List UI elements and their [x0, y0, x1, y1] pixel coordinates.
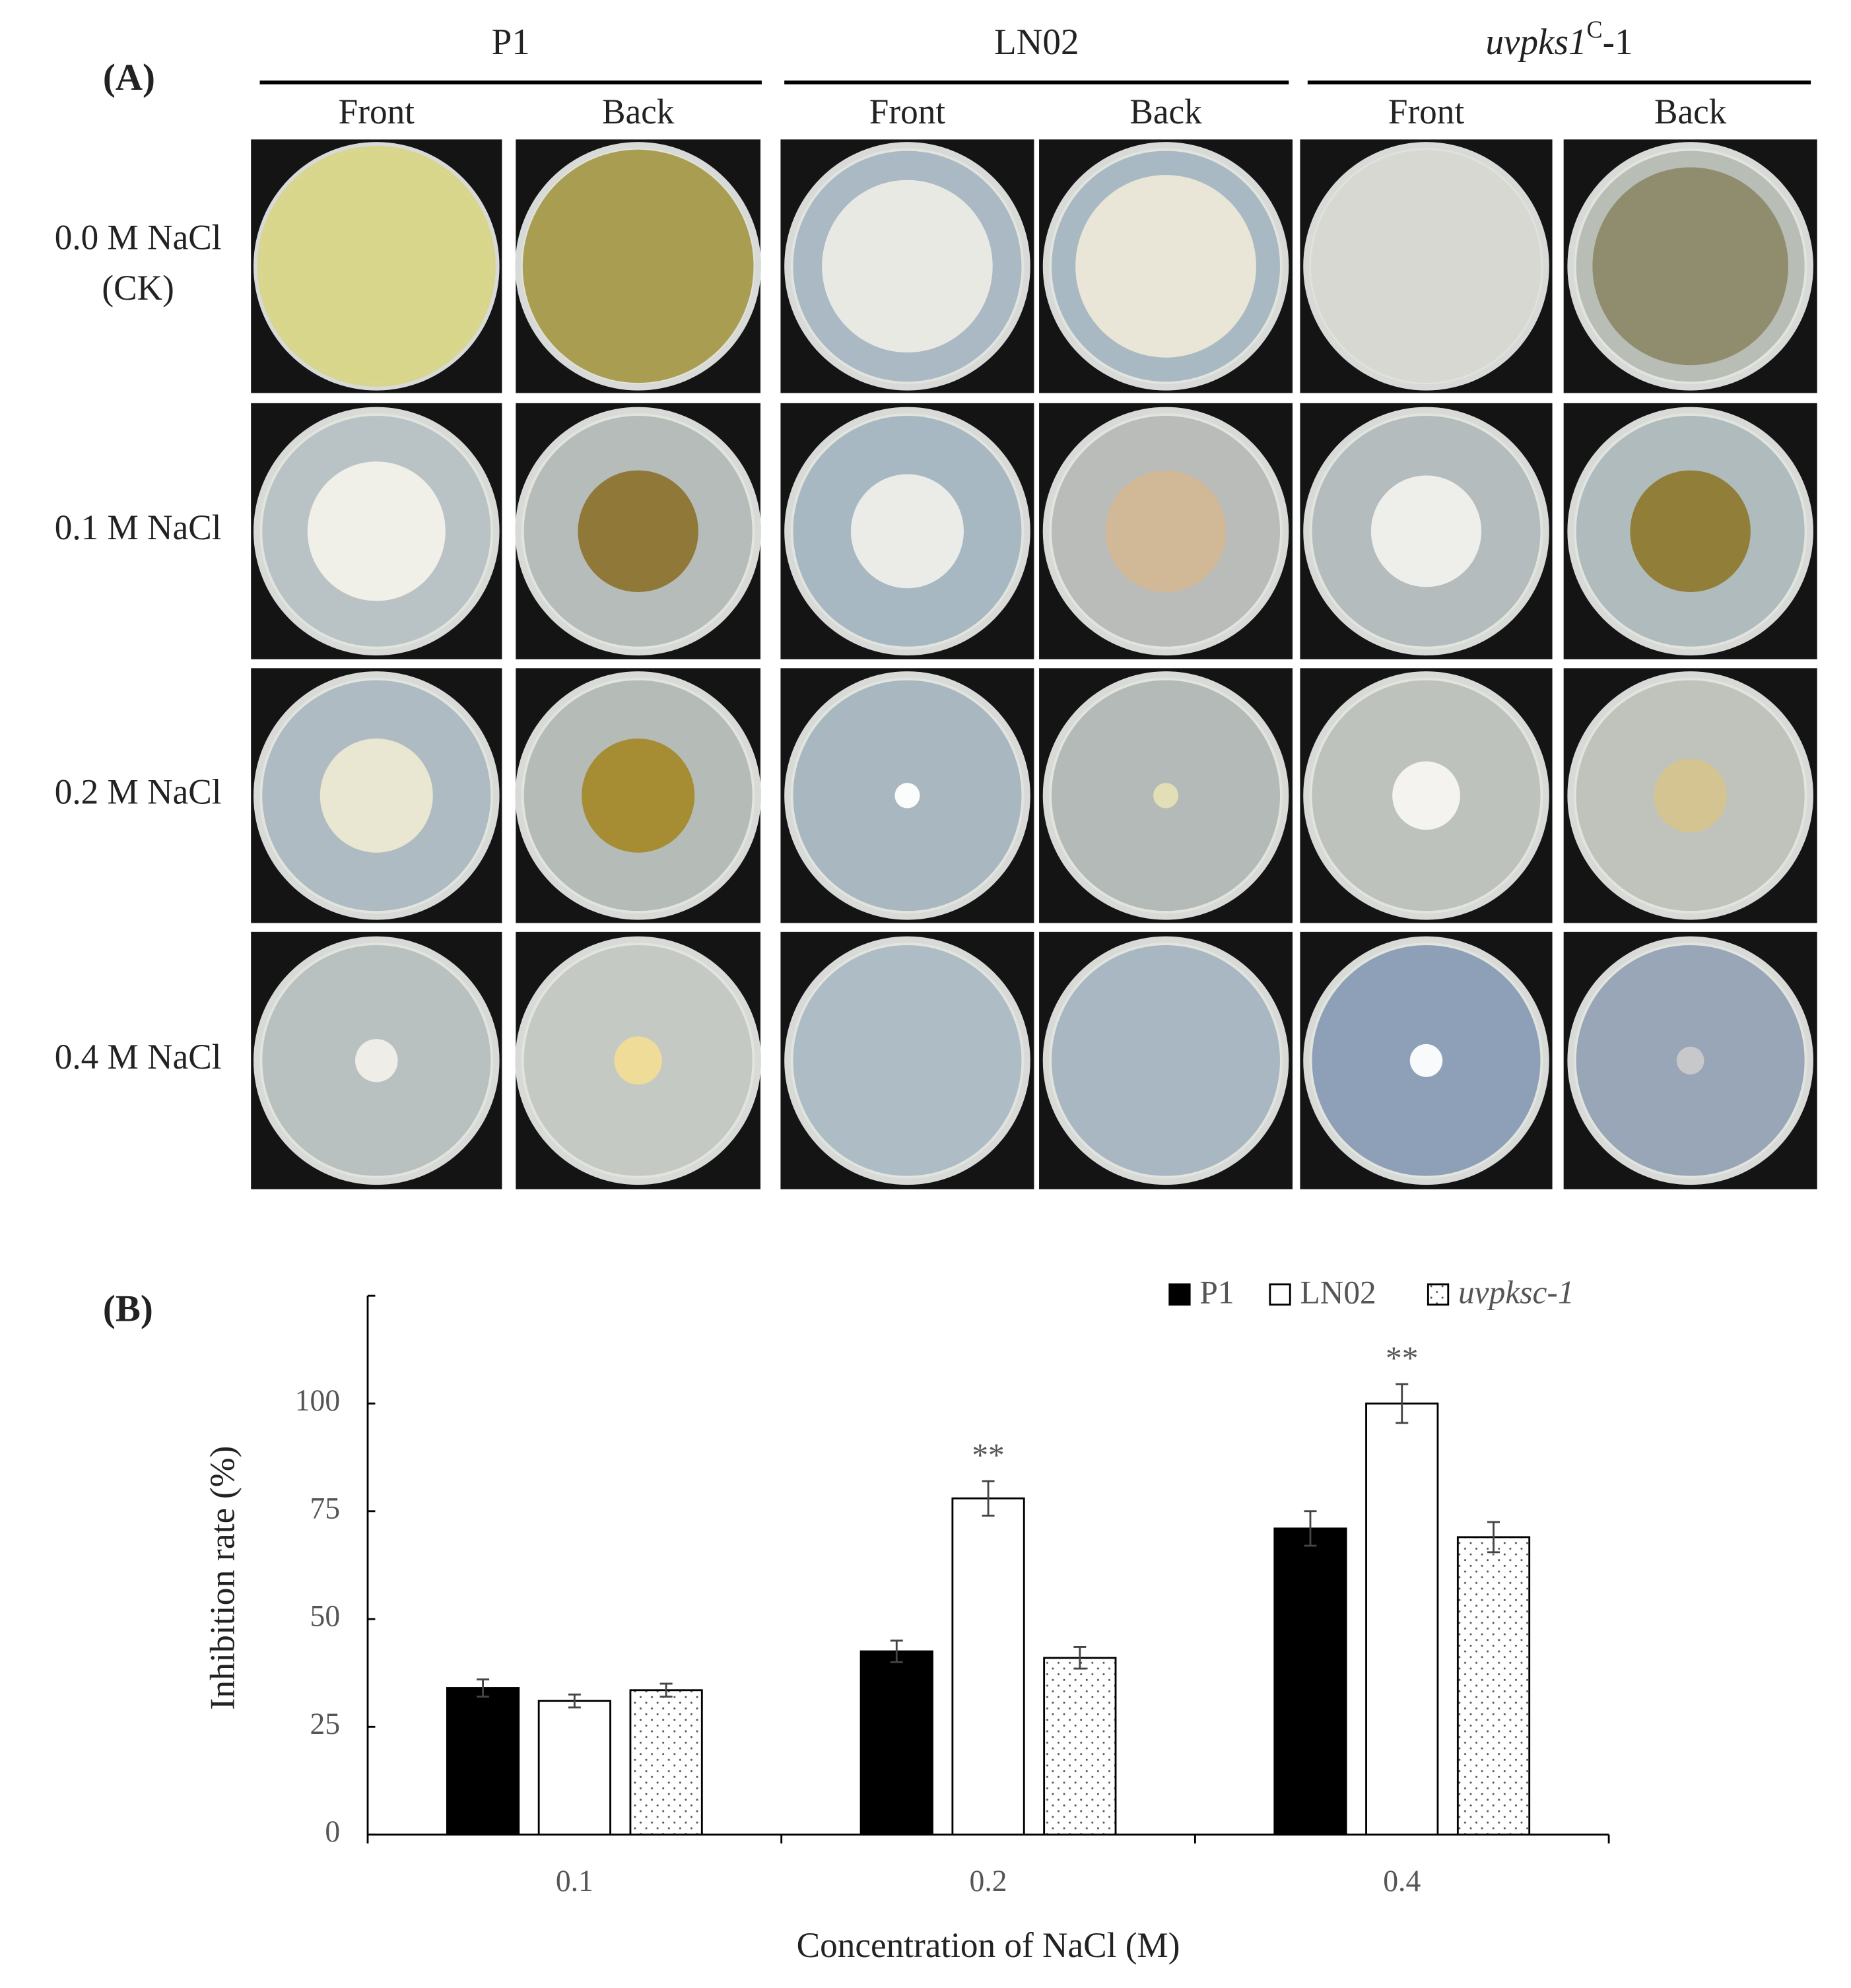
colony: [1075, 175, 1256, 358]
strain-name: LN02: [994, 22, 1079, 62]
y-tick-label: 50: [310, 1599, 341, 1632]
strain-name-part: uvpks1: [1485, 22, 1586, 62]
legend-label: LN02: [1300, 1274, 1376, 1310]
x-tick-label: 0.1: [556, 1864, 593, 1898]
agar: [790, 943, 1025, 1179]
bar: [537, 1700, 611, 1836]
side-label: Front: [869, 92, 945, 131]
colony: [1676, 1046, 1704, 1075]
strain-name-part: C: [1587, 17, 1603, 43]
colony: [614, 1036, 662, 1085]
colony: [1654, 758, 1727, 833]
side-label: Back: [1129, 92, 1202, 131]
colony: [894, 783, 920, 809]
bar: [1456, 1536, 1531, 1836]
error-bar: [890, 1640, 903, 1663]
bar: [951, 1497, 1025, 1836]
bar: [1273, 1527, 1347, 1836]
strain-name-part: -1: [1603, 22, 1633, 62]
panel-label: (A): [103, 57, 155, 98]
row-label: 0.1 M NaCl: [55, 508, 222, 547]
legend-swatch: [1269, 1283, 1291, 1306]
colony: [1392, 761, 1460, 830]
legend-label: uvpksc-1: [1458, 1274, 1574, 1310]
error-bar: [1487, 1521, 1500, 1554]
bar: [859, 1650, 933, 1836]
row-label: (CK): [102, 268, 174, 308]
error-bar: [659, 1682, 673, 1698]
colony: [850, 474, 964, 589]
error-bar: [1396, 1383, 1409, 1424]
y-tick-label: 100: [295, 1383, 340, 1417]
colony: [522, 149, 754, 383]
agar: [1049, 943, 1283, 1179]
legend-swatch: [1427, 1283, 1450, 1306]
panel-label: (B): [103, 1288, 153, 1329]
error-bar: [1304, 1510, 1317, 1547]
error-bar: [568, 1693, 581, 1709]
row-label: 0.2 M NaCl: [55, 772, 222, 811]
y-tick-label: 25: [310, 1707, 341, 1740]
colony: [307, 461, 446, 601]
colony: [1310, 149, 1542, 383]
side-label: Front: [339, 92, 415, 131]
row-label: 0.0 M NaCl: [55, 217, 222, 257]
y-tick-label: 0: [325, 1814, 340, 1848]
row-label: 0.4 M NaCl: [55, 1037, 222, 1077]
bar: [446, 1687, 520, 1836]
side-label: Front: [1388, 92, 1464, 131]
legend-swatch: [1168, 1283, 1191, 1306]
colony: [822, 180, 993, 353]
significance-mark: **: [972, 1437, 1004, 1473]
error-bar: [477, 1678, 490, 1698]
colony: [1630, 470, 1751, 593]
colony: [1370, 475, 1482, 587]
x-tick-label: 0.2: [970, 1864, 1007, 1898]
strain-name-part: P1: [492, 22, 530, 62]
colony: [354, 1039, 398, 1082]
x-axis-label: Concentration of NaCl (M): [797, 1925, 1180, 1965]
colony: [1409, 1044, 1443, 1077]
bar: [1365, 1403, 1439, 1836]
strain-name: P1: [492, 22, 530, 62]
colony: [257, 145, 496, 387]
error-bar: [982, 1480, 995, 1517]
colony: [320, 738, 433, 853]
y-axis-label: Inhibition rate (%): [203, 1445, 242, 1709]
strain-name: uvpks1C-1: [1485, 17, 1632, 62]
colony: [1592, 167, 1788, 366]
side-label: Back: [602, 92, 675, 131]
x-tick-label: 0.4: [1383, 1864, 1421, 1898]
colony: [1105, 470, 1227, 593]
significance-mark: **: [1386, 1340, 1418, 1376]
bar: [1043, 1657, 1117, 1836]
colony: [582, 738, 695, 853]
colony: [1153, 783, 1179, 809]
bar: [629, 1689, 703, 1836]
strain-name-part: LN02: [994, 22, 1079, 62]
legend-label: P1: [1199, 1274, 1234, 1310]
error-bar: [1073, 1646, 1087, 1670]
y-tick-label: 75: [310, 1491, 341, 1525]
colony: [578, 470, 698, 593]
side-label: Back: [1654, 92, 1727, 131]
